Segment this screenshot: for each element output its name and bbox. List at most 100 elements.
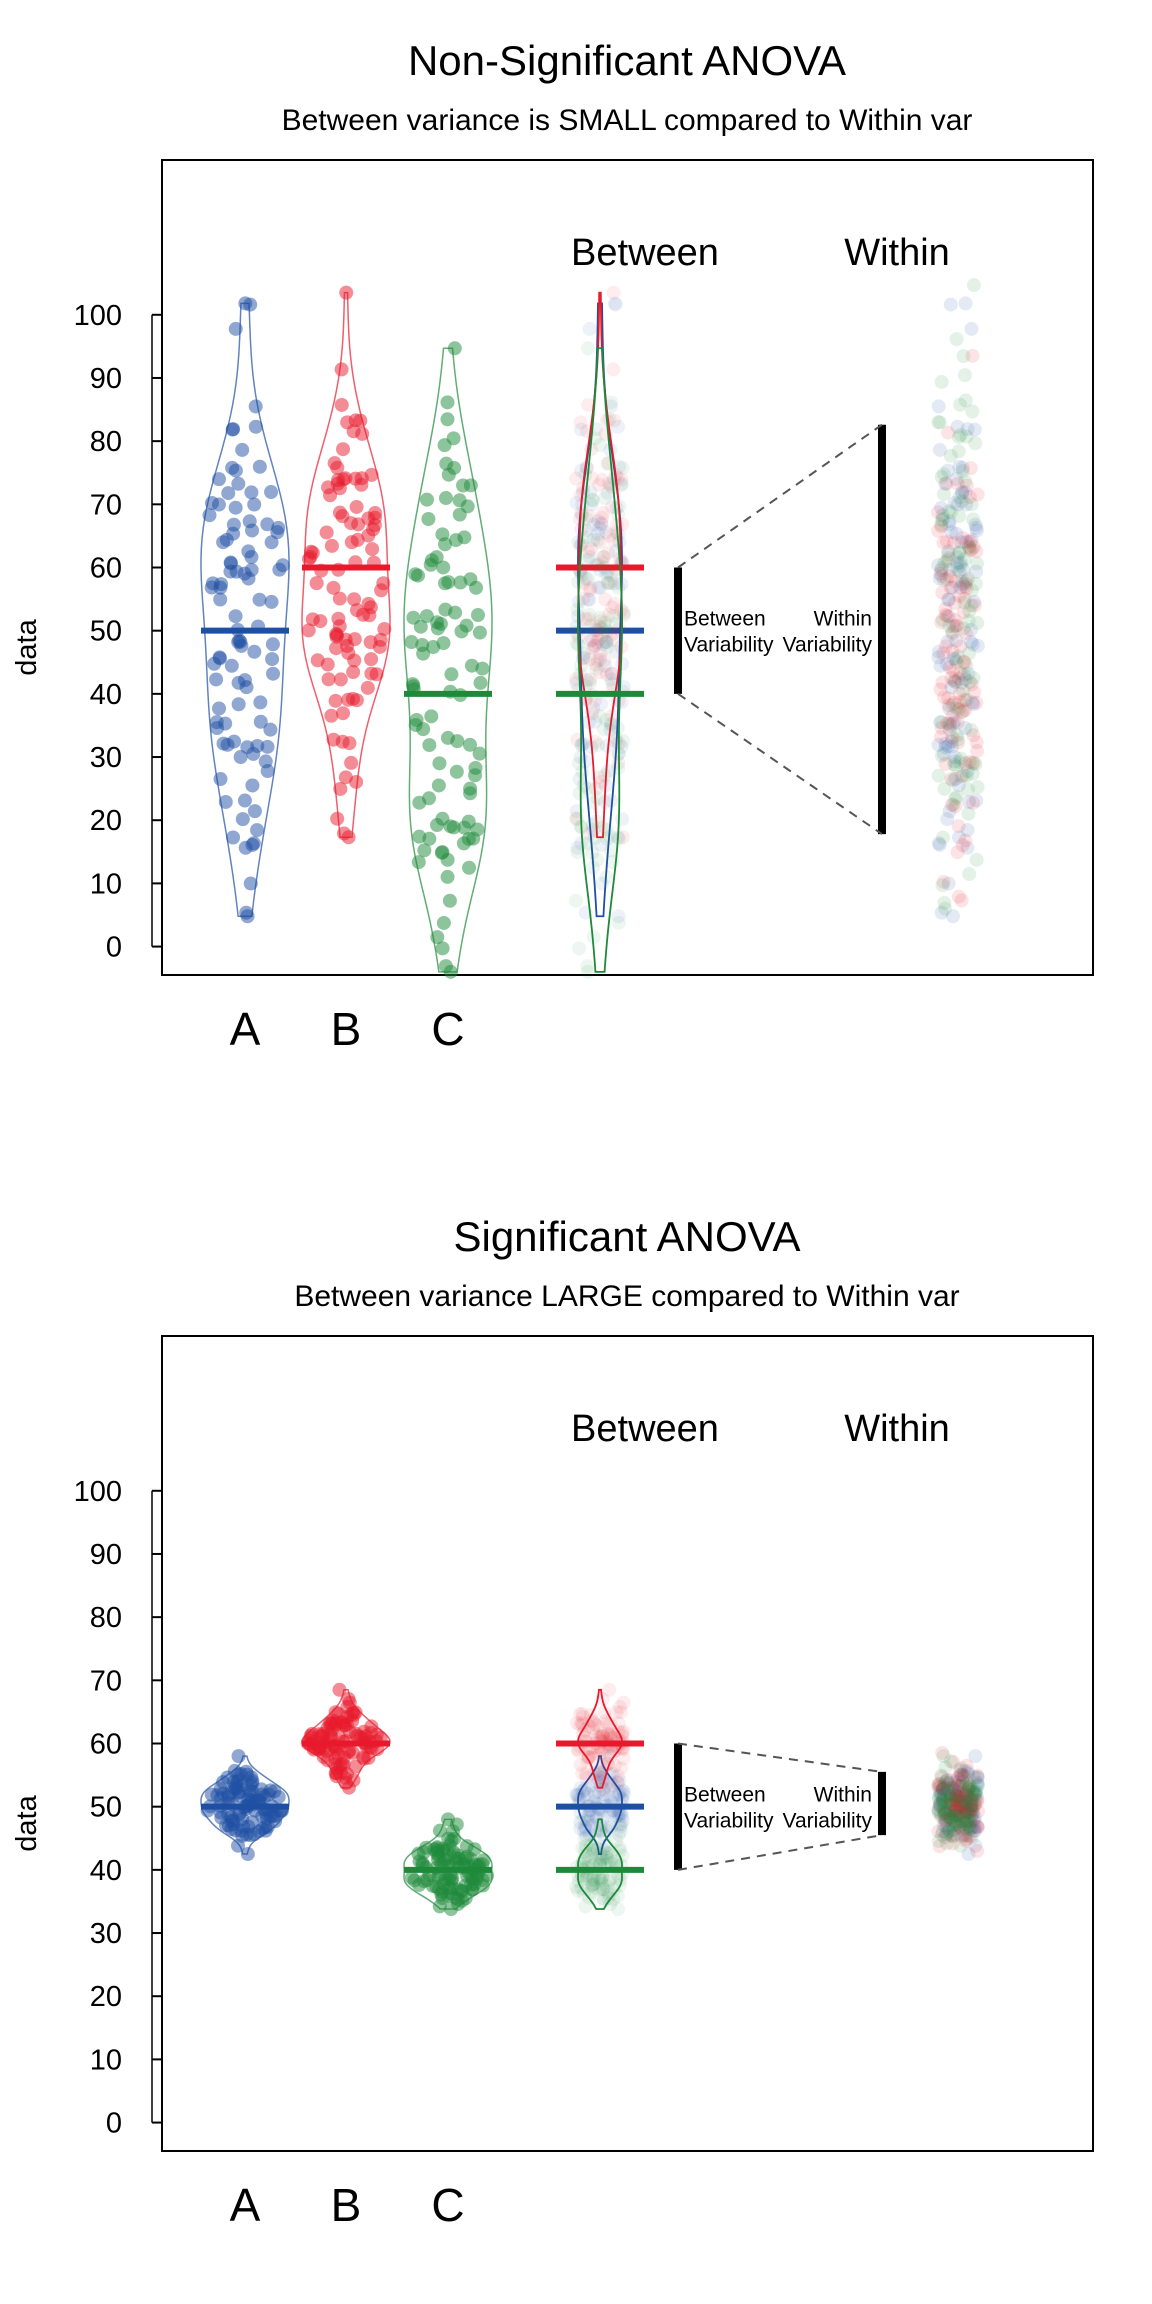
within-point-B xyxy=(952,702,967,717)
within-point-C xyxy=(956,1768,971,1783)
y-tick-label: 80 xyxy=(90,1602,122,1634)
pooled-point-A xyxy=(602,1789,617,1804)
pooled-point-A xyxy=(574,836,589,851)
within-point-B xyxy=(960,1782,975,1797)
data-point-B xyxy=(340,1700,355,1715)
within-point-A xyxy=(962,794,977,809)
within-point-A xyxy=(942,722,957,737)
within-point-B xyxy=(940,716,955,731)
y-tick-label: 90 xyxy=(90,1539,122,1571)
data-point-A xyxy=(213,592,228,607)
pooled-point-B xyxy=(601,545,616,560)
within-point-B xyxy=(965,1813,980,1828)
data-point-C xyxy=(412,1877,427,1892)
within-point-C xyxy=(947,757,962,772)
group-A xyxy=(200,296,290,924)
within-point-B xyxy=(934,729,949,744)
pooled-point-C xyxy=(589,661,604,676)
data-point-C xyxy=(441,1872,456,1887)
data-point-B xyxy=(342,736,357,751)
pooled-point-B xyxy=(613,1705,628,1720)
data-point-A xyxy=(231,1749,246,1764)
data-point-C xyxy=(416,646,431,661)
pooled-point-C xyxy=(584,1838,599,1853)
within-point-C xyxy=(951,1815,966,1830)
within-point-A xyxy=(957,1763,972,1778)
data-point-B xyxy=(330,811,345,826)
within-point-C xyxy=(931,1790,946,1805)
within-point-C xyxy=(937,555,952,570)
within-point-C xyxy=(935,878,950,893)
within-point-C xyxy=(946,773,961,788)
pooled-point-B xyxy=(586,1721,601,1736)
within-point-A xyxy=(967,1823,982,1838)
data-point-A xyxy=(228,321,243,336)
within-point-B xyxy=(962,1829,977,1844)
within-point-C xyxy=(963,1797,978,1812)
pooled-point-C xyxy=(605,677,620,692)
pooled-point-C xyxy=(576,778,591,793)
within-point-C xyxy=(959,429,974,444)
within-point-C xyxy=(936,1749,951,1764)
within-point-B xyxy=(970,1792,985,1807)
within-point-C xyxy=(937,895,952,910)
pooled-point-A xyxy=(610,1775,625,1790)
pooled-point-B xyxy=(597,1751,612,1766)
within-point-B xyxy=(948,613,963,628)
data-point-C xyxy=(436,560,451,575)
data-point-B xyxy=(345,691,360,706)
data-point-A xyxy=(275,558,290,573)
within-point-A xyxy=(951,778,966,793)
within-point-C xyxy=(966,1787,981,1802)
connector-bottom xyxy=(677,693,883,835)
within-point-B xyxy=(958,1829,973,1844)
data-point-C xyxy=(464,658,479,673)
pooled-point-B xyxy=(605,600,620,615)
pooled-point-B xyxy=(607,596,622,611)
within-point-B xyxy=(934,720,949,735)
within-point-A xyxy=(948,1787,963,1802)
data-point-B xyxy=(321,672,336,687)
within-point-A xyxy=(936,1787,951,1802)
y-tick-label: 90 xyxy=(90,363,122,395)
pooled-point-C xyxy=(586,1843,601,1858)
within-point-A xyxy=(940,1773,955,1788)
pooled-point-C xyxy=(571,575,586,590)
within-point-B xyxy=(955,1821,970,1836)
pooled-point-B xyxy=(593,646,608,661)
pooled-point-B xyxy=(589,635,604,650)
within-point-A xyxy=(942,804,957,819)
within-point-C xyxy=(934,469,949,484)
within-point-C xyxy=(968,436,983,451)
pooled-point-C xyxy=(596,1842,611,1857)
pooled-point-C xyxy=(610,507,625,522)
within-point-C xyxy=(946,1814,961,1829)
pooled-point-B xyxy=(616,1751,631,1766)
within-point-B xyxy=(951,819,966,834)
pooled-point-B xyxy=(590,653,605,668)
within-point-B xyxy=(953,1794,968,1809)
pooled-point-B xyxy=(579,1767,594,1782)
pooled-point-C xyxy=(575,764,590,779)
pooled-point-B xyxy=(614,1761,629,1776)
within-point-C xyxy=(957,1827,972,1842)
within-label: Variability xyxy=(783,634,873,657)
within-point-C xyxy=(935,830,950,845)
within-point-C xyxy=(952,545,967,560)
pooled-point-A xyxy=(600,486,615,501)
data-point-A xyxy=(204,1787,219,1802)
pooled-point-A xyxy=(573,422,588,437)
y-tick-label: 80 xyxy=(90,426,122,458)
pooled-point-A xyxy=(589,1811,604,1826)
within-point-B xyxy=(970,1768,985,1783)
within-point-C xyxy=(969,852,984,867)
data-point-C xyxy=(441,575,456,590)
pooled-point-B xyxy=(575,1766,590,1781)
pooled-point-A xyxy=(589,1810,604,1825)
pooled-point-C xyxy=(578,1899,593,1914)
within-point-C xyxy=(958,1779,973,1794)
data-point-C xyxy=(452,493,467,508)
data-point-C xyxy=(422,831,437,846)
y-tick-label: 20 xyxy=(90,1981,122,2013)
pooled-point-C xyxy=(611,915,626,930)
